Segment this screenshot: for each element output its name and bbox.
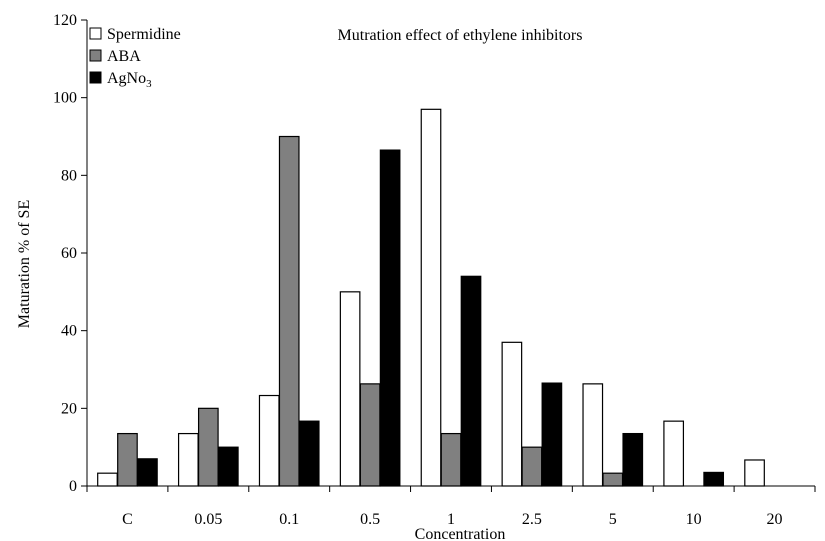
legend-swatch-spermidine xyxy=(89,27,102,40)
legend-label-agno3-base: AgNo xyxy=(107,70,146,87)
x-axis-title: Concentration xyxy=(415,526,506,541)
x-tick-label: 0.5 xyxy=(360,511,380,528)
x-tick-label: 2.5 xyxy=(522,511,542,528)
bar-agno3-C xyxy=(137,458,158,487)
legend-label-agno3: AgNo3 xyxy=(107,70,152,90)
bar-spermidine-0_5 xyxy=(339,291,361,487)
bar-aba-1 xyxy=(440,432,462,487)
bar-spermidine-1 xyxy=(420,108,442,487)
bar-spermidine-5 xyxy=(582,383,604,487)
bar-aba-2_5 xyxy=(521,446,543,487)
y-tick-label: 80 xyxy=(61,167,77,184)
x-tick-label: 10 xyxy=(686,511,702,528)
chart-title: Mutration effect of ethylene inhibitors xyxy=(338,27,583,44)
bar-spermidine-C xyxy=(97,472,118,487)
legend-label-aba: ABA xyxy=(107,48,141,65)
x-tick-label: 0.05 xyxy=(194,511,222,528)
bar-aba-5 xyxy=(602,472,624,487)
x-tick-label: 20 xyxy=(767,511,783,528)
y-axis-title: Maturation % of SE xyxy=(16,200,33,328)
bars xyxy=(97,108,765,487)
x-tick-label: C xyxy=(122,511,133,528)
y-tick-label: 120 xyxy=(53,12,77,29)
y-tick-label: 100 xyxy=(53,90,77,107)
legend-label-agno3-sub: 3 xyxy=(146,78,152,90)
bar-aba-C xyxy=(117,432,138,487)
bar-agno3-1 xyxy=(460,275,482,487)
bar-spermidine-2_5 xyxy=(501,341,523,487)
legend-swatch-agno3 xyxy=(89,71,102,84)
bar-spermidine-0_05 xyxy=(177,432,199,487)
x-tick-label: 1 xyxy=(447,511,455,528)
x-tick-label: 0.1 xyxy=(279,511,299,528)
bar-agno3-0_05 xyxy=(217,446,239,487)
x-tick-label: 5 xyxy=(609,511,617,528)
bar-spermidine-0_1 xyxy=(258,394,280,487)
legend: Spermidine ABA AgNo3 xyxy=(89,26,181,90)
legend-label-spermidine: Spermidine xyxy=(107,26,181,43)
y-tick-label: 60 xyxy=(61,245,77,262)
bar-aba-0_1 xyxy=(278,135,300,487)
legend-swatch-aba xyxy=(89,49,102,62)
bar-spermidine-10 xyxy=(663,420,685,487)
bar-aba-0_05 xyxy=(197,407,219,487)
bar-agno3-5 xyxy=(622,432,644,487)
y-tick-label: 40 xyxy=(61,323,77,340)
axes xyxy=(81,19,816,492)
bar-agno3-0_1 xyxy=(298,420,320,487)
bar-spermidine-20 xyxy=(744,459,765,487)
y-tick-label: 20 xyxy=(61,400,77,417)
bar-aba-0_5 xyxy=(359,383,381,487)
bar-agno3-0_5 xyxy=(379,149,401,487)
tick-labels: 0 20 40 60 80 100 120 C 0.05 0.1 0.5 1 2.5 5 10 20 xyxy=(53,12,783,528)
y-tick-label: 0 xyxy=(69,478,77,495)
bar-agno3-2_5 xyxy=(541,382,563,487)
bar-agno3-10 xyxy=(703,471,725,487)
